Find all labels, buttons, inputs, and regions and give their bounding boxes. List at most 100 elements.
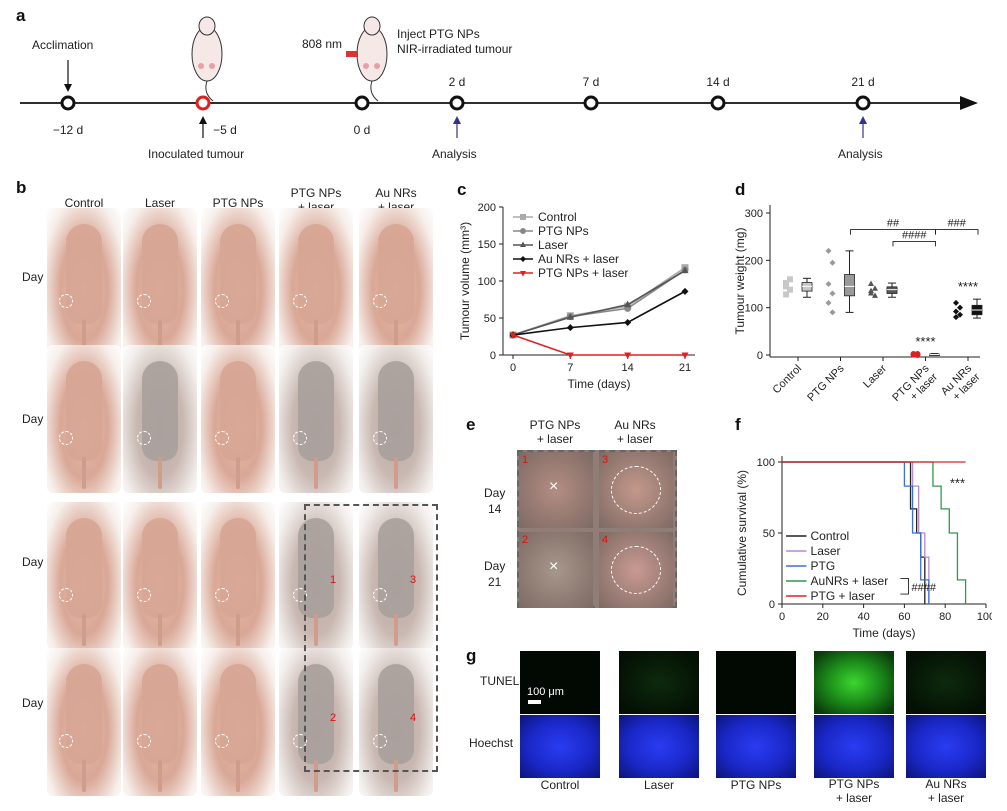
category-label: Au NRs+ laser bbox=[939, 362, 983, 406]
data-point bbox=[783, 291, 789, 298]
panel-label-b: b bbox=[16, 178, 27, 197]
data-point bbox=[953, 314, 959, 321]
legend-entry: PTG + laser bbox=[811, 589, 875, 603]
analysis-arrow-icon bbox=[859, 116, 867, 124]
y-tick-label: 300 bbox=[745, 208, 763, 220]
data-point bbox=[520, 214, 526, 220]
tumour-circle bbox=[137, 588, 151, 602]
y-tick-label: 50 bbox=[484, 313, 496, 325]
tumour-circle bbox=[293, 588, 307, 602]
tumour-circle bbox=[137, 734, 151, 748]
survival-line bbox=[782, 461, 930, 604]
hoechst-image bbox=[619, 715, 699, 778]
y-tick-label: 50 bbox=[763, 528, 775, 540]
closeup-photo: 1 × bbox=[519, 452, 593, 528]
closeup-number: 3 bbox=[602, 454, 609, 466]
data-point bbox=[825, 281, 832, 287]
inoculated-label: Inoculated tumour bbox=[148, 147, 245, 161]
up-arrow-icon bbox=[199, 116, 207, 124]
series-line bbox=[512, 290, 686, 336]
significance-label: ## bbox=[887, 218, 900, 230]
timeline-point bbox=[354, 95, 370, 111]
timeline-point bbox=[855, 95, 871, 111]
data-point bbox=[624, 300, 632, 308]
panel-label-c: c bbox=[457, 180, 467, 199]
scale-bar-label: 100 μm bbox=[527, 686, 564, 698]
tumour-circle bbox=[59, 734, 73, 748]
mouse-photo bbox=[123, 208, 197, 356]
y-axis-label: Cumulative survival (%) bbox=[735, 470, 749, 596]
category-label: Control bbox=[771, 363, 805, 397]
down-arrow-icon bbox=[64, 84, 72, 92]
mouse-photo bbox=[123, 648, 197, 796]
data-point bbox=[829, 290, 836, 297]
category-label: PTG NPs+ laser bbox=[890, 362, 940, 412]
tumour-circle bbox=[59, 431, 73, 445]
timeline-day-label: −12 d bbox=[52, 123, 84, 137]
analysis-arrow-icon bbox=[453, 116, 461, 124]
mouse-photo bbox=[201, 648, 275, 796]
data-point bbox=[868, 289, 874, 296]
survival-line bbox=[782, 461, 967, 604]
column-header: Laser bbox=[144, 196, 176, 210]
y-tick-label: 0 bbox=[490, 350, 496, 362]
closeup-number: 4 bbox=[602, 534, 609, 546]
data-point bbox=[787, 286, 793, 293]
legend-entry: Laser bbox=[811, 544, 841, 558]
mouse-icon bbox=[191, 16, 223, 102]
legend-entry: PTG NPs bbox=[538, 224, 589, 238]
tumour-outline bbox=[611, 466, 661, 514]
mouse-photo bbox=[279, 208, 353, 356]
mouse-photo bbox=[279, 345, 353, 493]
legend-entry: PTG bbox=[811, 559, 836, 573]
analysis-label: Analysis bbox=[838, 147, 883, 161]
mouse-photo bbox=[47, 208, 121, 356]
scale-bar bbox=[528, 700, 541, 704]
mouse-photo bbox=[47, 502, 121, 650]
x-tick-label: 40 bbox=[857, 611, 869, 623]
micro-column-label: Laser bbox=[643, 778, 675, 792]
mouse-number: 1 bbox=[330, 574, 337, 586]
timeline-day-label: 0 d bbox=[353, 123, 371, 137]
closeup-number: 2 bbox=[522, 534, 529, 546]
panel-label-g: g bbox=[466, 646, 477, 665]
mouse-photo bbox=[279, 502, 353, 650]
data-point bbox=[868, 280, 874, 286]
mouse-photo bbox=[201, 345, 275, 493]
closeup-row-label: Day 21 bbox=[484, 559, 506, 589]
data-point bbox=[783, 280, 789, 287]
y-axis-label: Tumour volume (mm³) bbox=[458, 222, 472, 340]
tumour-circle bbox=[59, 588, 73, 602]
legend-entry: PTG NPs + laser bbox=[538, 266, 628, 280]
data-point bbox=[825, 299, 832, 306]
timeline-point bbox=[195, 95, 211, 111]
x-tick-label: 0 bbox=[779, 611, 785, 623]
tunel-image bbox=[814, 651, 894, 714]
data-point bbox=[825, 247, 832, 254]
timeline-day-label: −5 d bbox=[213, 123, 237, 137]
timeline-day-label: 7 d bbox=[582, 75, 600, 89]
x-axis-label: Time (days) bbox=[568, 377, 631, 391]
panel-label-a: a bbox=[16, 6, 26, 25]
box bbox=[844, 274, 855, 297]
legend-entry: AuNRs + laser bbox=[811, 574, 889, 588]
cross-icon: × bbox=[549, 478, 559, 495]
row-label: Day 0 bbox=[22, 270, 54, 284]
data-point bbox=[829, 259, 836, 266]
data-point bbox=[783, 283, 789, 290]
x-tick-label: 80 bbox=[939, 611, 951, 623]
data-point bbox=[787, 276, 793, 283]
data-point bbox=[914, 351, 921, 358]
acclimation-label: Acclimation bbox=[32, 38, 94, 52]
mouse-photo bbox=[201, 502, 275, 650]
tumour-volume-chart: 0 50 100 150 200 0 7 14 21 Time (days) Tumour volu… bbox=[458, 202, 695, 391]
timeline-arrow-icon bbox=[960, 96, 978, 110]
timeline-point bbox=[60, 95, 76, 111]
legend-entry: Control bbox=[811, 529, 850, 543]
tumour-circle bbox=[137, 431, 151, 445]
y-tick-label: 0 bbox=[769, 599, 775, 611]
mouse-number: 4 bbox=[410, 712, 417, 724]
data-point bbox=[520, 256, 526, 262]
hoechst-image bbox=[716, 715, 796, 778]
x-tick-label: 100 bbox=[977, 611, 992, 623]
